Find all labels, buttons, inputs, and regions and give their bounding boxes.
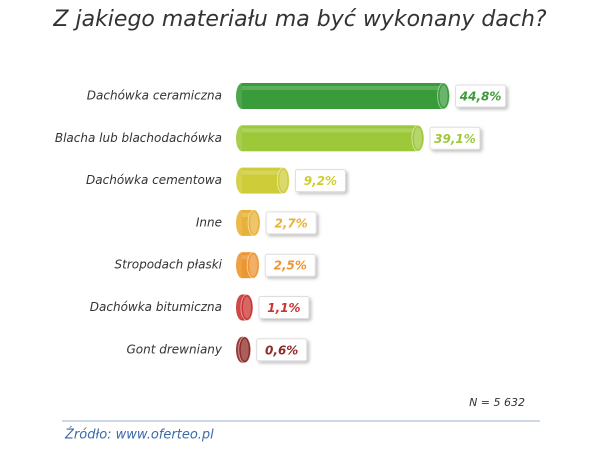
value-label: 2,5% [274, 259, 307, 273]
value-label: 9,2% [304, 174, 337, 188]
bar [236, 124, 425, 152]
category-label: Inne [196, 215, 222, 229]
value-label-box [264, 253, 316, 277]
value-label: 0,6% [265, 343, 298, 357]
bar [236, 336, 252, 364]
bar-shine [242, 86, 444, 90]
bar-cap-face [250, 211, 259, 234]
value-label-box [258, 296, 310, 319]
value-label-box [429, 126, 481, 150]
bar-cap [238, 336, 252, 364]
bar [236, 167, 290, 195]
bar [236, 251, 260, 279]
category-label: Dachówka ceramiczna [87, 89, 222, 103]
value-label: 39,1% [434, 132, 476, 146]
bar-cap-face [279, 169, 288, 192]
bar-cap [276, 167, 290, 195]
value-label-box [455, 84, 507, 108]
category-label: Stropodach płaski [115, 258, 223, 272]
value-label: 44,8% [459, 90, 502, 104]
category-label: Gont drewniany [126, 342, 222, 356]
category-label: Dachówka cementowa [86, 173, 222, 187]
category-label: Dachówka bitumiczna [90, 300, 222, 314]
bar-cap [246, 251, 260, 279]
value-label-box [265, 211, 317, 235]
sample-size: N = 5 632 [469, 396, 525, 409]
bar-shine [242, 212, 255, 217]
bar-shine [242, 170, 284, 175]
bar-cap [247, 209, 261, 237]
bar-body [242, 167, 284, 194]
bar [236, 209, 261, 237]
bar-cap [240, 294, 254, 321]
bar-body [242, 83, 444, 109]
bar-body [242, 125, 418, 152]
source: Źródło: www.oferteo.pl [64, 427, 214, 443]
bar-cap [411, 124, 425, 152]
value-label: 1,1% [267, 301, 300, 315]
bar [236, 294, 254, 321]
bar [236, 82, 451, 110]
bar-cap [437, 82, 451, 110]
bar-cap-face [413, 127, 422, 150]
bar-cap-face [249, 254, 258, 277]
bar-cap-face [439, 85, 448, 107]
bar-shine [242, 255, 254, 260]
value-label-box [294, 169, 346, 193]
value-label: 2,7% [275, 216, 308, 230]
category-label: Blacha lub blachodachówka [55, 131, 222, 145]
bar-shine [242, 128, 418, 133]
chart-title: Z jakiego materiału ma być wykonany dach… [52, 7, 546, 32]
bar-cap-face [240, 338, 249, 361]
bar-cap-face [242, 296, 251, 319]
value-label-box [256, 338, 308, 362]
